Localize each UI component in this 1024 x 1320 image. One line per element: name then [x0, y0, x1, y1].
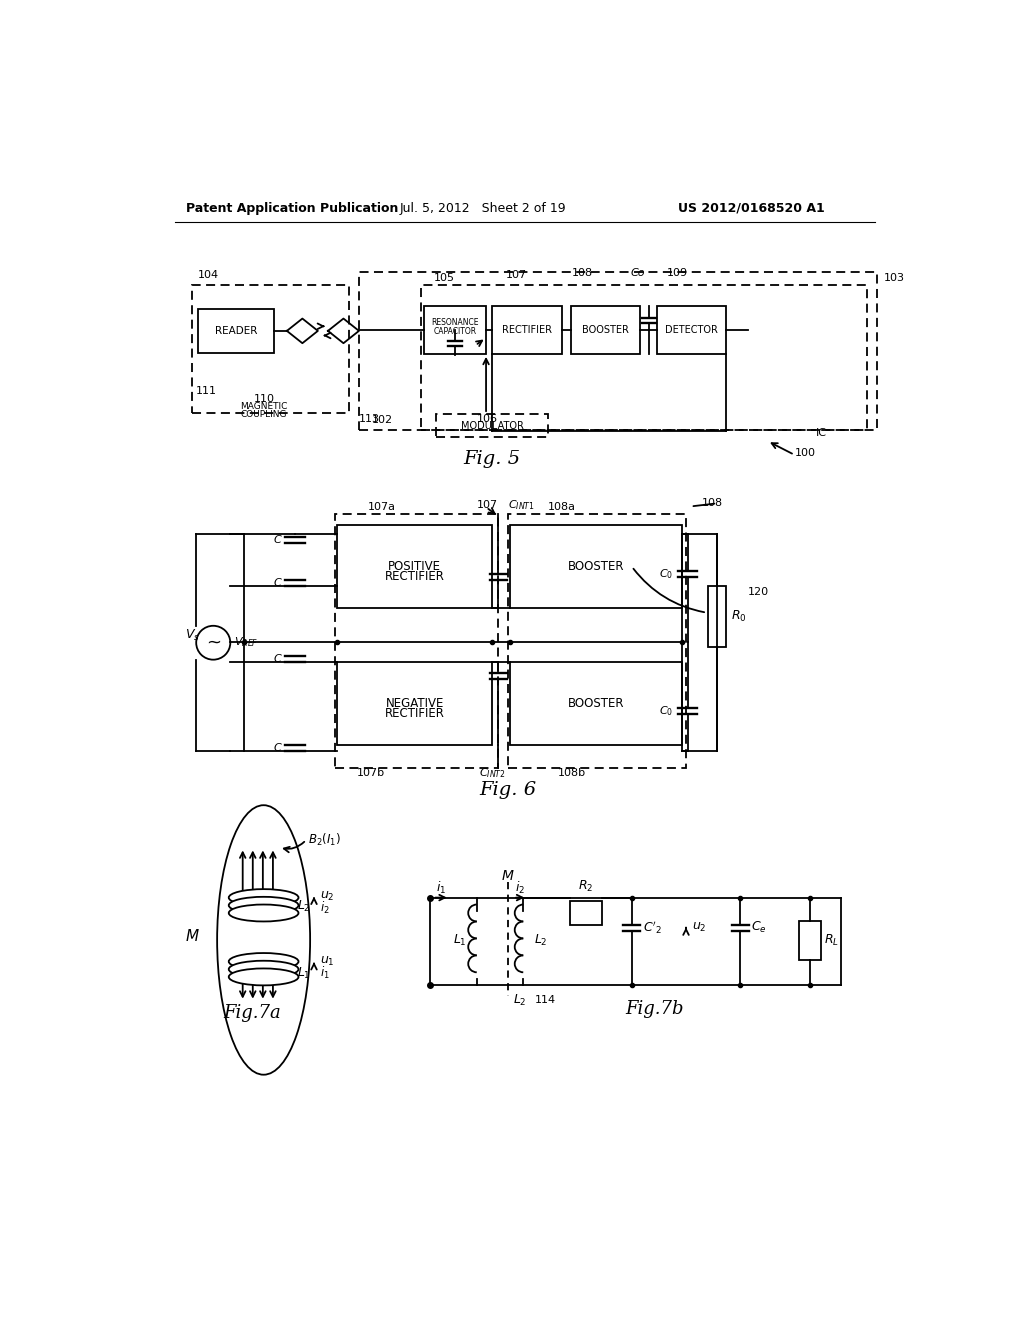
- Text: $i_2$: $i_2$: [515, 880, 525, 896]
- Text: RECTIFIER: RECTIFIER: [385, 708, 444, 721]
- Bar: [657, 306, 726, 354]
- Text: BOOSTER: BOOSTER: [582, 325, 629, 335]
- Bar: [571, 306, 640, 354]
- Bar: [436, 414, 548, 437]
- Text: C: C: [273, 743, 282, 754]
- Ellipse shape: [228, 969, 299, 985]
- Text: COUPLING: COUPLING: [241, 411, 287, 420]
- Text: 111: 111: [196, 385, 216, 396]
- Text: READER: READER: [215, 326, 257, 335]
- Text: 108b: 108b: [558, 768, 587, 777]
- Text: US 2012/0168520 A1: US 2012/0168520 A1: [678, 202, 825, 215]
- Bar: [508, 515, 686, 768]
- Text: $C_0$: $C_0$: [658, 568, 673, 581]
- Text: CAPACITOR: CAPACITOR: [433, 327, 476, 337]
- Text: $C'_2$: $C'_2$: [643, 919, 662, 936]
- Text: Fig. 6: Fig. 6: [479, 781, 537, 799]
- Text: $u_2$: $u_2$: [692, 921, 707, 935]
- Bar: [510, 663, 682, 744]
- Text: 104: 104: [198, 271, 219, 280]
- Text: 100: 100: [795, 447, 815, 458]
- Text: POSITIVE: POSITIVE: [388, 560, 441, 573]
- Text: $L_2$: $L_2$: [297, 899, 310, 915]
- Text: 110: 110: [254, 393, 274, 404]
- Bar: [421, 285, 866, 430]
- Text: 108: 108: [701, 499, 723, 508]
- Text: $V_s$: $V_s$: [185, 627, 200, 643]
- Text: Fig.7b: Fig.7b: [626, 1001, 684, 1018]
- Text: 105: 105: [434, 273, 455, 282]
- Bar: [335, 515, 498, 768]
- Text: M: M: [185, 928, 199, 944]
- Bar: [359, 272, 877, 430]
- Text: $i_1$: $i_1$: [436, 880, 446, 896]
- Text: C: C: [273, 578, 282, 587]
- Text: 102: 102: [372, 416, 393, 425]
- Text: $L_1$: $L_1$: [453, 932, 467, 948]
- Ellipse shape: [228, 961, 299, 978]
- Bar: [198, 309, 273, 354]
- Text: RESONANCE: RESONANCE: [431, 318, 479, 327]
- Bar: [337, 525, 493, 609]
- Text: $L_2$: $L_2$: [534, 932, 547, 948]
- Text: 103: 103: [884, 273, 904, 282]
- Text: $i_2$: $i_2$: [321, 899, 330, 916]
- Text: M: M: [502, 869, 514, 883]
- Text: MAGNETIC: MAGNETIC: [241, 401, 288, 411]
- Text: $C_0$: $C_0$: [658, 705, 673, 718]
- Bar: [191, 285, 349, 412]
- Text: IC: IC: [816, 428, 827, 437]
- Text: $u_2$: $u_2$: [321, 890, 335, 903]
- Text: $R_2$: $R_2$: [579, 879, 594, 894]
- Text: $R_0$: $R_0$: [731, 609, 746, 624]
- Text: 107a: 107a: [369, 502, 396, 512]
- Text: BOOSTER: BOOSTER: [568, 560, 625, 573]
- Text: Co: Co: [630, 268, 645, 279]
- Text: $C_{INT2}$: $C_{INT2}$: [479, 766, 506, 780]
- Text: C: C: [273, 536, 282, 545]
- Bar: [708, 586, 726, 647]
- Ellipse shape: [228, 904, 299, 921]
- Text: $C_e$: $C_e$: [751, 920, 767, 935]
- Text: 114: 114: [535, 995, 556, 1005]
- Text: ~: ~: [206, 634, 221, 652]
- Text: Fig.7a: Fig.7a: [223, 1005, 281, 1022]
- Text: $V_{REF}$: $V_{REF}$: [233, 635, 258, 649]
- Bar: [799, 921, 821, 960]
- Text: 107: 107: [477, 500, 498, 510]
- Text: 107b: 107b: [356, 768, 385, 777]
- Text: BOOSTER: BOOSTER: [568, 697, 625, 710]
- Ellipse shape: [228, 896, 299, 913]
- Bar: [337, 663, 493, 744]
- Text: $L_2$: $L_2$: [513, 993, 526, 1007]
- Text: MODULATOR: MODULATOR: [461, 421, 523, 430]
- Text: Patent Application Publication: Patent Application Publication: [186, 202, 398, 215]
- Ellipse shape: [228, 953, 299, 970]
- Text: $u_1$: $u_1$: [321, 954, 335, 968]
- Bar: [510, 525, 682, 609]
- Text: RECTIFIER: RECTIFIER: [502, 325, 552, 335]
- Text: NEGATIVE: NEGATIVE: [386, 697, 444, 710]
- Text: DETECTOR: DETECTOR: [665, 325, 718, 335]
- Text: 106: 106: [477, 413, 498, 424]
- Text: $i_1$: $i_1$: [321, 965, 330, 981]
- Text: 109: 109: [667, 268, 688, 279]
- Text: 107: 107: [506, 271, 527, 280]
- Text: $B_2(I_1)$: $B_2(I_1)$: [308, 832, 341, 847]
- Text: 108a: 108a: [548, 502, 577, 512]
- Text: $L_1$: $L_1$: [297, 965, 310, 981]
- Text: C: C: [273, 653, 282, 664]
- Text: Fig. 5: Fig. 5: [464, 450, 521, 467]
- Text: $C_{INT1}$: $C_{INT1}$: [508, 498, 535, 512]
- Bar: [569, 902, 602, 924]
- Text: 108: 108: [572, 268, 593, 279]
- Bar: [493, 306, 562, 354]
- Bar: [424, 306, 486, 354]
- Text: 113: 113: [359, 413, 380, 424]
- Ellipse shape: [228, 890, 299, 906]
- Text: 120: 120: [748, 587, 769, 597]
- Text: $R_L$: $R_L$: [824, 933, 839, 948]
- Text: RECTIFIER: RECTIFIER: [385, 570, 444, 583]
- Text: Jul. 5, 2012   Sheet 2 of 19: Jul. 5, 2012 Sheet 2 of 19: [399, 202, 566, 215]
